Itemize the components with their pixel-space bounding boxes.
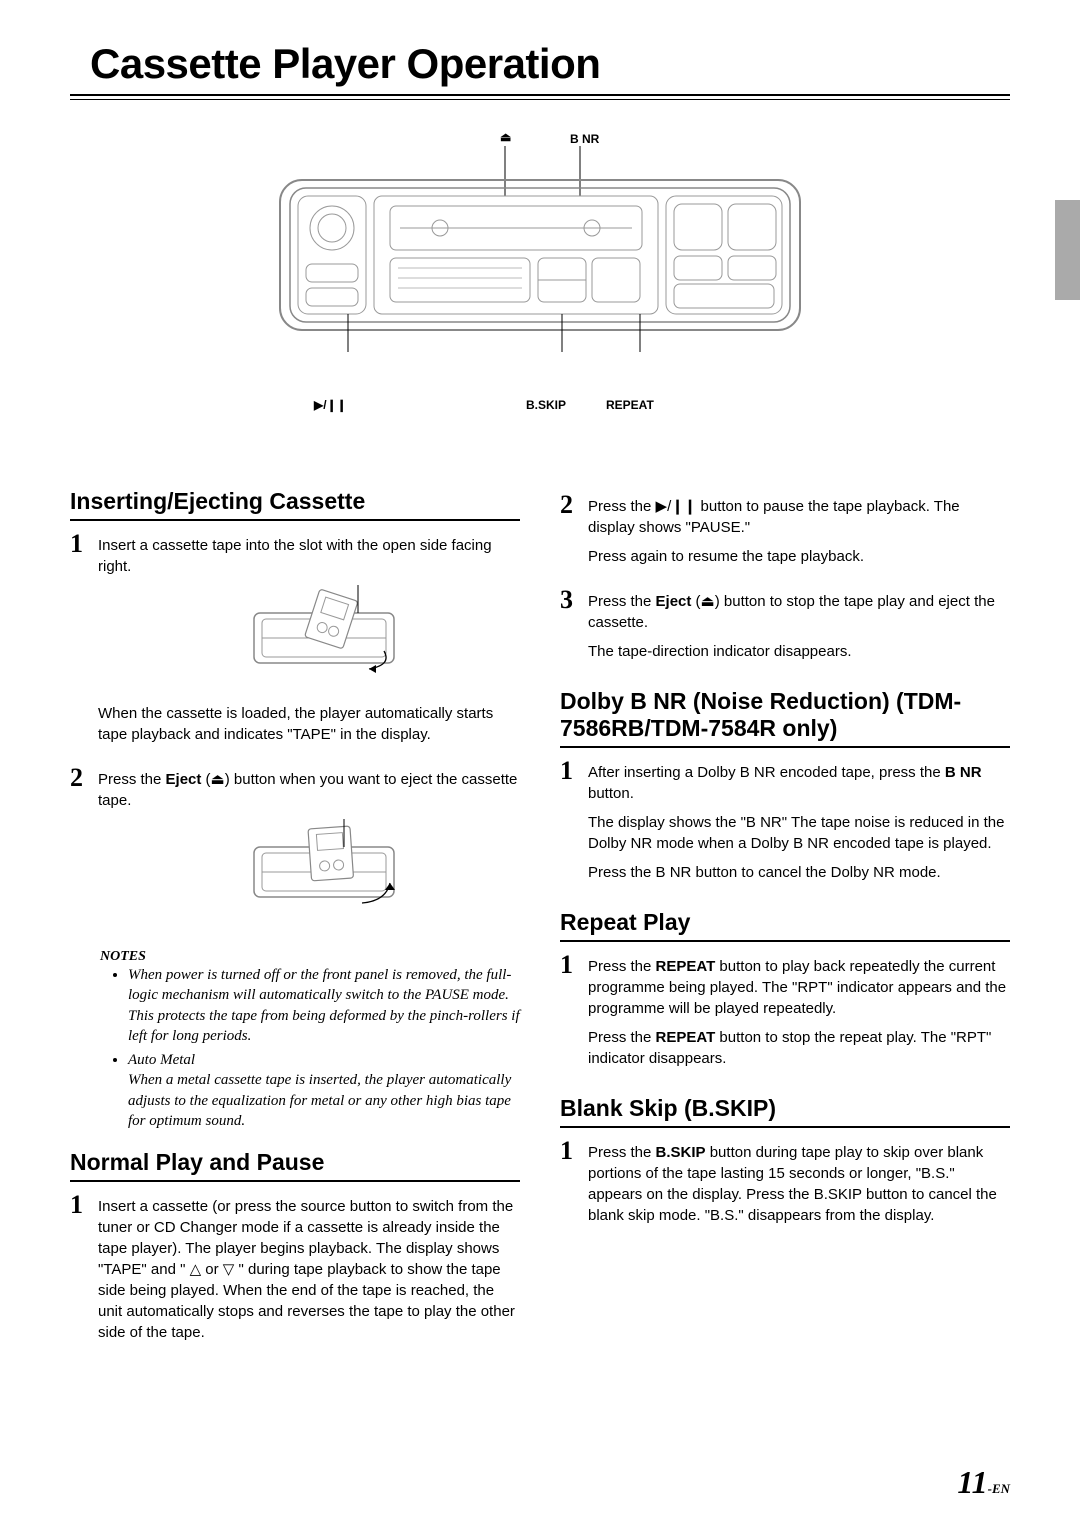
step-number: 3 (560, 587, 578, 670)
step-number: 2 (70, 765, 88, 937)
left-column: Inserting/Ejecting Cassette 1 Insert a c… (70, 470, 520, 1363)
step-text: The display shows the "B NR" The tape no… (588, 812, 1010, 854)
step-body: Press the ▶/❙❙ button to pause the tape … (588, 492, 1010, 575)
notes-list: When power is turned off or the front pa… (114, 965, 520, 1131)
step-number: 1 (560, 1138, 578, 1234)
step-text: Press the Eject (⏏) button when you want… (98, 769, 520, 811)
step-after: When the cassette is loaded, the player … (98, 703, 520, 745)
insert-step-2: 2 Press the Eject (⏏) button when you wa… (70, 765, 520, 937)
insert-diagram (138, 585, 520, 691)
notes-heading: NOTES (100, 949, 520, 965)
step-number: 1 (560, 952, 578, 1077)
content-columns: Inserting/Ejecting Cassette 1 Insert a c… (70, 470, 1010, 1363)
heading-inserting: Inserting/Ejecting Cassette (70, 488, 520, 521)
bnr-label: B NR (570, 132, 599, 146)
page-num-suffix: -EN (988, 1481, 1010, 1496)
insert-step-1: 1 Insert a cassette tape into the slot w… (70, 531, 520, 753)
heading-dolby: Dolby B NR (Noise Reduction) (TDM-7586RB… (560, 688, 1010, 748)
step-text: Insert a cassette (or press the source b… (98, 1196, 520, 1343)
step-body: Insert a cassette tape into the slot wit… (98, 531, 520, 753)
right-column: 2 Press the ▶/❙❙ button to pause the tap… (560, 470, 1010, 1363)
page-title: Cassette Player Operation (70, 40, 1010, 96)
page-number: 11-EN (957, 1464, 1010, 1501)
step-number: 2 (560, 492, 578, 575)
step-text: Press the B.SKIP button during tape play… (588, 1142, 1010, 1226)
step-number: 1 (70, 1192, 88, 1351)
note-item: Auto MetalWhen a metal cassette tape is … (128, 1050, 520, 1131)
device-diagram: ⏏ B NR (70, 130, 1010, 430)
step-text: Press the Eject (⏏) button to stop the t… (588, 591, 1010, 633)
step-text: Press the REPEAT button to play back rep… (588, 956, 1010, 1019)
eject-diagram (138, 819, 520, 925)
step-text: The tape-direction indicator disappears. (588, 641, 1010, 662)
side-tab (1055, 200, 1080, 300)
page-num-value: 11 (957, 1464, 987, 1500)
heading-blankskip: Blank Skip (B.SKIP) (560, 1095, 1010, 1128)
step-body: After inserting a Dolby B NR encoded tap… (588, 758, 1010, 891)
title-rule (70, 99, 1010, 100)
step-number: 1 (70, 531, 88, 753)
repeat-step-1: 1 Press the REPEAT button to play back r… (560, 952, 1010, 1077)
normalplay-step-1: 1 Insert a cassette (or press the source… (70, 1192, 520, 1351)
heading-repeat: Repeat Play (560, 909, 1010, 942)
step-text: Press the ▶/❙❙ button to pause the tape … (588, 496, 1010, 538)
dolby-step-1: 1 After inserting a Dolby B NR encoded t… (560, 758, 1010, 891)
step-body: Insert a cassette (or press the source b… (98, 1192, 520, 1351)
cassette-deck-svg (240, 130, 840, 360)
step-body: Press the Eject (⏏) button to stop the t… (588, 587, 1010, 670)
blankskip-step-1: 1 Press the B.SKIP button during tape pl… (560, 1138, 1010, 1234)
step-text: After inserting a Dolby B NR encoded tap… (588, 762, 1010, 804)
step-text: Press again to resume the tape playback. (588, 546, 1010, 567)
step-text: Press the REPEAT button to stop the repe… (588, 1027, 1010, 1069)
notes-block: NOTES When power is turned off or the fr… (70, 949, 520, 1131)
step-text: Insert a cassette tape into the slot wit… (98, 535, 520, 577)
bskip-label: B.SKIP (526, 398, 566, 412)
step-number: 1 (560, 758, 578, 891)
step-body: Press the REPEAT button to play back rep… (588, 952, 1010, 1077)
title-block: Cassette Player Operation (70, 40, 1010, 100)
note-item: When power is turned off or the front pa… (128, 965, 520, 1046)
step-body: Press the B.SKIP button during tape play… (588, 1138, 1010, 1234)
play-pause-label: ▶/❙❙ (314, 398, 347, 412)
eject-icon: ⏏ (500, 130, 511, 144)
heading-normal-play: Normal Play and Pause (70, 1149, 520, 1182)
step-text: Press the B NR button to cancel the Dolb… (588, 862, 1010, 883)
step-body: Press the Eject (⏏) button when you want… (98, 765, 520, 937)
normalplay-step-2: 2 Press the ▶/❙❙ button to pause the tap… (560, 492, 1010, 575)
normalplay-step-3: 3 Press the Eject (⏏) button to stop the… (560, 587, 1010, 670)
repeat-label: REPEAT (606, 398, 654, 412)
